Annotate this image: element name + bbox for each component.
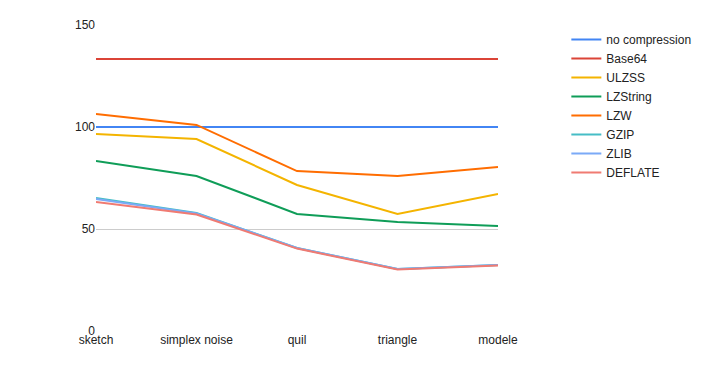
svg-text:simplex noise: simplex noise (160, 333, 233, 347)
svg-text:modele: modele (478, 333, 518, 347)
svg-text:50: 50 (82, 222, 96, 236)
svg-text:quil: quil (288, 333, 307, 347)
svg-text:ZLIB: ZLIB (606, 147, 631, 161)
svg-text:triangle: triangle (378, 333, 418, 347)
svg-text:150: 150 (75, 18, 95, 32)
svg-text:sketch: sketch (79, 333, 114, 347)
svg-text:DEFLATE: DEFLATE (606, 166, 659, 180)
svg-text:no compression: no compression (606, 33, 691, 47)
svg-text:100: 100 (75, 120, 95, 134)
svg-text:ULZSS: ULZSS (606, 71, 645, 85)
svg-text:0: 0 (88, 324, 95, 338)
svg-text:GZIP: GZIP (606, 128, 634, 142)
svg-text:LZW: LZW (606, 109, 632, 123)
svg-text:Base64: Base64 (606, 52, 647, 66)
svg-text:LZString: LZString (606, 90, 651, 104)
